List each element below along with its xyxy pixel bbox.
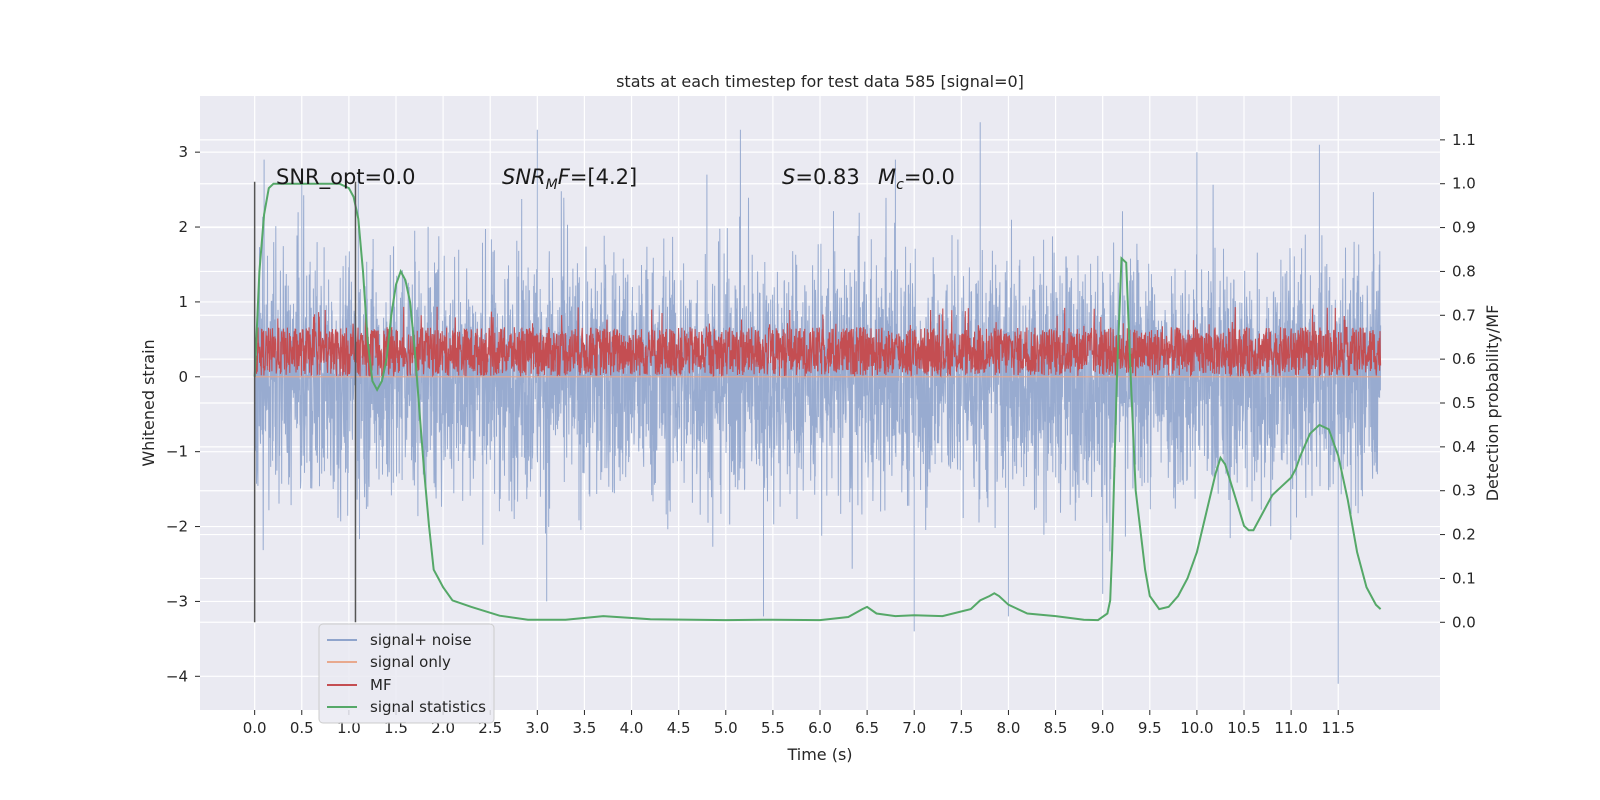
x-tick-label: 9.5 (1138, 719, 1162, 737)
snr-mf-prefix: SNR (502, 165, 546, 189)
x-tick-label: 11.0 (1274, 719, 1307, 737)
y-left-tick-label: 2 (178, 218, 188, 236)
x-tick-label: 10.5 (1227, 719, 1260, 737)
y-left-axis-label: Whitened strain (139, 339, 158, 466)
y-right-tick-label: 0.2 (1452, 526, 1476, 544)
chart-title: stats at each timestep for test data 585… (616, 72, 1024, 91)
x-tick-label: 0.5 (290, 719, 314, 737)
snr-mf-value: =[4.2] (570, 165, 637, 189)
y-left-axis-ticks: 3 2 1 0 −1 −2 −3 −4 (166, 143, 200, 685)
snr-mf-mid: F (558, 165, 571, 189)
annotation-snr-opt: SNR_opt=0.0 (276, 165, 416, 190)
legend-label-signal: signal only (370, 653, 451, 671)
y-right-tick-label: 0.0 (1452, 613, 1476, 631)
x-tick-label: 6.0 (808, 719, 832, 737)
x-tick-label: 4.0 (620, 719, 644, 737)
s-value: =0.83 (795, 165, 859, 189)
x-tick-label: 8.0 (997, 719, 1021, 737)
signal-statistics-line (253, 182, 1382, 622)
legend: signal+ noise signal only MF signal stat… (318, 623, 495, 724)
vertical-markers (253, 181, 357, 623)
annotation-mc: Mc=0.0 (878, 165, 955, 193)
legend-label-stat: signal statistics (370, 698, 486, 716)
mc-symbol: M (878, 165, 896, 189)
y-left-tick-label: −3 (166, 592, 188, 610)
annotation-s: S=0.83 (782, 165, 860, 189)
y-right-tick-label: 0.1 (1452, 569, 1476, 587)
series-signal-statistics (253, 182, 1382, 622)
s-symbol: S (782, 165, 795, 189)
signal-noise-trace (254, 122, 1382, 684)
x-tick-label: 5.0 (714, 719, 738, 737)
mc-sub: c (896, 177, 904, 193)
annotation-snr-mf: SNRMF=[4.2] (502, 165, 637, 193)
legend-label-mf: MF (370, 676, 392, 694)
y-right-axis-ticks: 1.1 1.0 0.9 0.8 0.7 0.6 0.5 0.4 0.3 0.2 0.1 0.0 (1440, 131, 1476, 631)
y-right-tick-label: 1.0 (1452, 175, 1476, 193)
mf-trace (254, 306, 1382, 378)
x-tick-label: 11.5 (1322, 719, 1355, 737)
y-right-tick-label: 0.6 (1452, 350, 1476, 368)
x-tick-label: 10.0 (1180, 719, 1213, 737)
snr-mf-sub: M (546, 177, 558, 193)
x-tick-label: 3.5 (573, 719, 597, 737)
y-left-tick-label: −1 (166, 443, 188, 461)
y-right-tick-label: 0.5 (1452, 394, 1476, 412)
x-axis-label: Time (s) (786, 745, 852, 764)
y-right-tick-label: 0.7 (1452, 306, 1476, 324)
x-tick-label: 7.5 (949, 719, 973, 737)
y-left-tick-label: −4 (166, 667, 188, 685)
y-left-tick-label: 0 (178, 368, 188, 386)
x-tick-label: 5.5 (761, 719, 785, 737)
y-left-tick-label: −2 (166, 518, 188, 536)
y-left-tick-label: 1 (178, 293, 188, 311)
y-right-tick-label: 0.8 (1452, 262, 1476, 280)
x-tick-label: 7.0 (902, 719, 926, 737)
x-tick-label: 6.5 (855, 719, 879, 737)
x-axis-ticks: 0.0 0.5 1.0 1.5 2.0 2.5 3.0 3.5 4.0 4.5 5.0 5.5 6.0 6… (243, 710, 1355, 737)
y-right-tick-label: 0.4 (1452, 438, 1476, 456)
y-right-tick-label: 1.1 (1452, 131, 1476, 149)
series-mf (254, 306, 1382, 378)
series-signal-noise (254, 122, 1382, 684)
legend-box (318, 623, 495, 724)
y-left-tick-label: 3 (178, 143, 188, 161)
mc-value: =0.0 (904, 165, 955, 189)
y-right-tick-label: 0.9 (1452, 219, 1476, 237)
x-tick-label: 8.5 (1044, 719, 1068, 737)
legend-label-noise: signal+ noise (370, 631, 472, 649)
y-right-tick-label: 0.3 (1452, 482, 1476, 500)
x-tick-label: 4.5 (667, 719, 691, 737)
y-right-axis-label: Detection probability/MF (1483, 305, 1502, 502)
x-tick-label: 0.0 (243, 719, 267, 737)
x-tick-label: 9.0 (1091, 719, 1115, 737)
x-tick-label: 3.0 (525, 719, 549, 737)
